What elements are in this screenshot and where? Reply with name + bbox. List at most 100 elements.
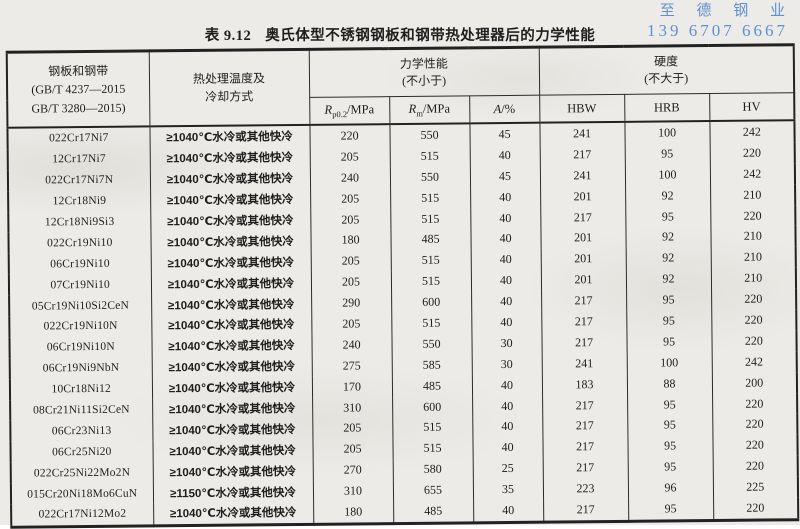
cell-rm: 580 bbox=[392, 458, 473, 481]
treatment-header-line2: 冷却方式 bbox=[205, 88, 254, 104]
cell-rm: 485 bbox=[390, 228, 471, 251]
cell-hbw: 217 bbox=[541, 331, 627, 354]
cell-hrb: 96 bbox=[627, 477, 714, 499]
cell-treatment: ≥1040℃水冷或其他快冷 bbox=[152, 460, 313, 483]
cell-elongation: 25 bbox=[472, 457, 543, 480]
cell-rm: 655 bbox=[392, 479, 474, 502]
cell-treatment: ≥1040℃水冷或其他快冷 bbox=[149, 124, 310, 149]
table-title-text: 奥氏体型不锈钢钢板和钢带热处理器后的力学性能 bbox=[265, 28, 596, 44]
cell-rm: 515 bbox=[390, 270, 472, 293]
cell-hrb: 100 bbox=[624, 121, 710, 144]
cell-hv: 242 bbox=[709, 163, 796, 185]
cell-treatment: ≥1040℃水冷或其他快冷 bbox=[152, 439, 313, 462]
cell-rm: 600 bbox=[392, 395, 473, 418]
cell-grade: 08Cr21Ni11Si2CeN bbox=[10, 398, 153, 422]
cell-treatment: ≥1150℃水冷或其他快冷 bbox=[152, 481, 314, 504]
cell-rm: 515 bbox=[390, 249, 471, 272]
col-header-hbw: HBW bbox=[539, 94, 625, 123]
cell-hv: 220 bbox=[713, 497, 799, 521]
cell-grade: 06Cr25Ni20 bbox=[10, 440, 153, 464]
cell-grade: 022Cr17Ni7 bbox=[7, 126, 150, 150]
cell-hv: 210 bbox=[710, 246, 796, 269]
cell-hbw: 217 bbox=[542, 457, 628, 479]
cell-hbw: 217 bbox=[539, 143, 625, 166]
col-header-elongation: A/% bbox=[469, 95, 540, 124]
cell-elongation: 40 bbox=[472, 395, 543, 417]
group-header-hardness: 硬度 (不大于) bbox=[538, 44, 795, 96]
cell-elongation: 35 bbox=[472, 478, 544, 501]
cell-treatment: ≥1040℃水冷或其他快冷 bbox=[151, 376, 313, 399]
cell-treatment: ≥1040℃水冷或其他快冷 bbox=[152, 397, 313, 420]
cell-rm: 515 bbox=[392, 416, 473, 439]
cell-grade: 06Cr19Ni10 bbox=[8, 252, 151, 276]
cell-treatment: ≥1040℃水冷或其他快冷 bbox=[152, 418, 313, 441]
watermark-company: 至 德 钢 业 bbox=[659, 3, 794, 19]
rm-symbol: R bbox=[408, 101, 417, 116]
rp-unit: /MPa bbox=[346, 102, 375, 117]
cell-hv: 220 bbox=[712, 413, 798, 436]
cell-treatment: ≥1040℃水冷或其他快冷 bbox=[151, 293, 312, 316]
cell-rp02: 205 bbox=[310, 208, 391, 231]
cell-rp02: 290 bbox=[311, 292, 392, 314]
cell-treatment: ≥1040℃水冷或其他快冷 bbox=[150, 272, 312, 295]
cell-hrb: 92 bbox=[625, 184, 711, 207]
mech-group-line2: (不小于) bbox=[401, 73, 447, 88]
cell-rp02: 205 bbox=[310, 250, 391, 273]
cell-hrb: 100 bbox=[624, 163, 711, 186]
cell-hv: 220 bbox=[712, 392, 798, 415]
watermark: 至 德 钢 业 139 6707 6667 bbox=[647, 3, 788, 40]
cell-hv: 242 bbox=[709, 120, 795, 143]
cell-hbw: 223 bbox=[542, 477, 629, 500]
cell-hbw: 201 bbox=[540, 269, 627, 291]
cell-hbw: 217 bbox=[542, 436, 628, 458]
cell-hv: 225 bbox=[712, 476, 799, 499]
cell-treatment: ≥1040℃水冷或其他快冷 bbox=[151, 313, 312, 337]
cell-hv: 242 bbox=[711, 351, 797, 373]
cell-hbw: 217 bbox=[541, 289, 627, 312]
cell-rm: 550 bbox=[391, 333, 472, 355]
cell-grade: 12Cr17Ni7 bbox=[7, 148, 150, 171]
cell-hrb: 92 bbox=[625, 247, 711, 270]
cell-rp02: 205 bbox=[311, 313, 392, 335]
watermark-phone: 139 6707 6667 bbox=[647, 20, 788, 40]
cell-grade: 10Cr18Ni12 bbox=[9, 378, 153, 401]
cell-rm: 600 bbox=[391, 291, 472, 314]
cell-hrb: 95 bbox=[626, 330, 712, 353]
cell-hrb: 100 bbox=[626, 351, 712, 374]
cell-hv: 210 bbox=[710, 267, 797, 290]
cell-elongation: 45 bbox=[469, 165, 541, 188]
cell-rp02: 205 bbox=[312, 438, 393, 461]
cell-elongation: 30 bbox=[471, 332, 542, 355]
cell-grade: 07Cr19Ni10 bbox=[8, 273, 152, 296]
cell-treatment: ≥1040℃水冷或其他快冷 bbox=[150, 251, 311, 274]
cell-hrb: 95 bbox=[626, 310, 712, 332]
cell-hrb: 95 bbox=[627, 456, 713, 478]
table-number: 表 9.12 bbox=[204, 28, 252, 44]
cell-treatment: ≥1040℃水冷或其他快冷 bbox=[153, 501, 314, 526]
cell-hbw: 201 bbox=[540, 248, 626, 270]
cell-elongation: 40 bbox=[472, 437, 543, 459]
cell-rp02: 205 bbox=[310, 187, 391, 210]
cell-grade: 12Cr18Ni9 bbox=[8, 190, 151, 213]
cell-hv: 220 bbox=[709, 142, 795, 164]
cell-rp02: 220 bbox=[309, 124, 390, 147]
cell-elongation: 40 bbox=[470, 228, 541, 250]
cell-rp02: 310 bbox=[312, 480, 394, 502]
cell-rp02: 205 bbox=[309, 146, 390, 168]
cell-grade: 022Cr17Ni12Mo2 bbox=[11, 503, 154, 528]
col-header-rm: Rm/MPa bbox=[389, 95, 470, 125]
col-header-grade: 钢板和钢带 (GB/T 4237—2015 GB/T 3280—2015) bbox=[6, 50, 150, 128]
table-body: 022Cr17Ni7 ≥1040℃水冷或其他快冷 220 550 45 241 100 242… bbox=[7, 120, 799, 528]
cell-hrb: 95 bbox=[626, 289, 712, 311]
cell-hbw: 217 bbox=[540, 206, 626, 229]
table-title: 表 9.12 奥氏体型不锈钢钢板和钢带热处理器后的力学性能 bbox=[0, 24, 800, 45]
table-header: 钢板和钢带 (GB/T 4237—2015 GB/T 3280—2015) 热处… bbox=[6, 44, 795, 128]
cell-rp02: 240 bbox=[311, 334, 392, 356]
cell-rm: 550 bbox=[389, 123, 470, 147]
hard-group-line2: (不大于) bbox=[644, 71, 689, 86]
cell-elongation: 45 bbox=[469, 122, 540, 146]
rm-unit: /MPa bbox=[422, 101, 451, 116]
cell-treatment: ≥1040℃水冷或其他快冷 bbox=[150, 230, 311, 253]
cell-grade: 06Cr19Ni9NbN bbox=[9, 357, 152, 380]
cell-rm: 515 bbox=[390, 187, 471, 209]
